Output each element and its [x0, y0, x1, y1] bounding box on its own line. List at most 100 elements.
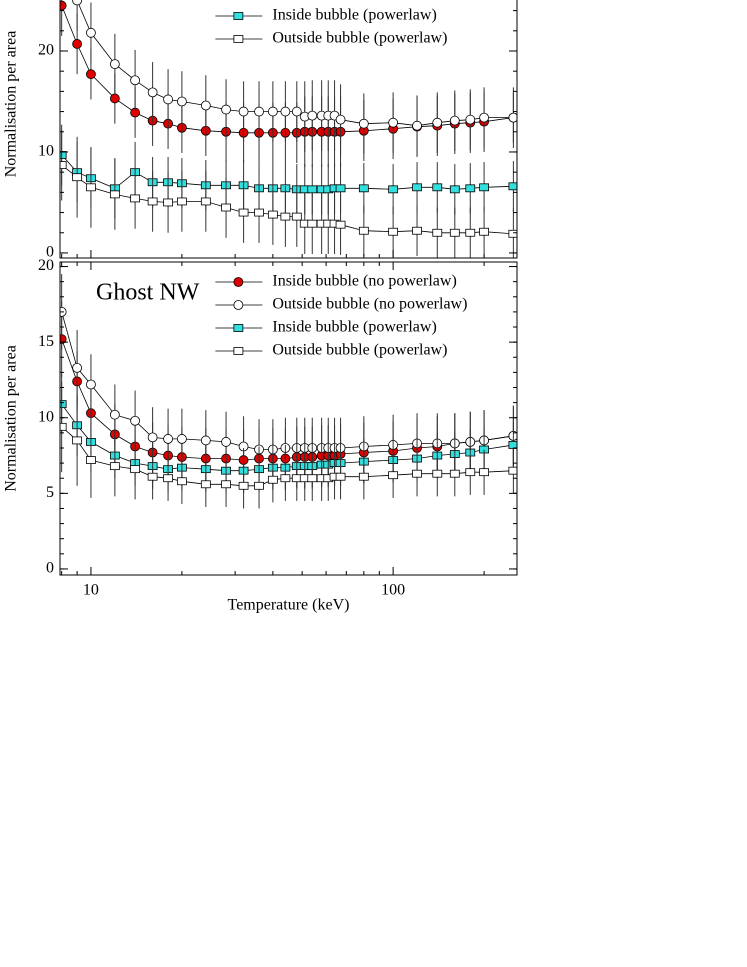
marker	[280, 212, 291, 221]
marker	[388, 117, 399, 128]
marker	[177, 477, 187, 486]
marker	[479, 468, 489, 477]
y-tick-label: 10	[38, 408, 54, 425]
marker	[109, 409, 120, 420]
x-axis-label: Temperature (keV)	[228, 597, 350, 614]
marker	[465, 228, 476, 237]
marker	[238, 208, 249, 217]
x-tick-label: 100	[381, 582, 405, 599]
marker	[147, 472, 158, 481]
series	[60, 124, 517, 219]
marker	[200, 480, 211, 489]
plot-frame	[59, 0, 518, 259]
marker	[221, 437, 231, 447]
marker	[335, 472, 346, 481]
marker	[508, 229, 517, 238]
marker	[72, 173, 83, 182]
marker	[221, 104, 231, 115]
marker	[335, 114, 346, 125]
marker	[335, 184, 346, 193]
y-tick-label: 20	[38, 257, 54, 274]
marker	[147, 432, 158, 443]
x-tick-label: 10	[83, 582, 99, 599]
y-axis-label: Normalisation per area	[3, 31, 20, 178]
marker	[388, 471, 399, 480]
marker	[72, 436, 83, 445]
marker	[432, 117, 443, 128]
marker	[177, 434, 187, 444]
marker	[238, 106, 249, 117]
marker	[130, 415, 140, 426]
marker	[254, 481, 264, 490]
legend-marker	[233, 35, 244, 43]
y-axis-label: Normalisation per area	[3, 345, 20, 492]
marker	[432, 228, 443, 237]
marker	[508, 182, 517, 191]
marker	[432, 183, 443, 192]
marker	[130, 194, 140, 203]
marker	[221, 480, 231, 489]
plot-frame	[59, 261, 518, 576]
marker	[72, 362, 83, 373]
marker	[291, 212, 302, 221]
annotation: Ghost NW	[96, 280, 200, 306]
marker	[388, 227, 399, 236]
marker	[86, 27, 96, 38]
marker	[130, 75, 140, 86]
marker	[432, 469, 443, 478]
marker	[479, 183, 489, 192]
marker	[163, 198, 173, 207]
series-line	[61, 154, 514, 190]
marker	[508, 112, 517, 123]
marker	[465, 114, 476, 125]
legend-marker	[233, 300, 244, 310]
marker	[109, 93, 120, 104]
marker	[60, 422, 67, 431]
marker	[307, 110, 318, 121]
marker	[508, 466, 517, 475]
marker	[254, 106, 264, 117]
marker	[86, 183, 96, 192]
marker	[163, 94, 173, 105]
marker	[449, 469, 460, 478]
marker	[238, 481, 249, 490]
marker	[147, 197, 158, 206]
legend-label: Inside bubble (powerlaw)	[272, 7, 436, 24]
marker	[86, 69, 96, 80]
marker	[358, 226, 369, 235]
marker	[358, 118, 369, 129]
y-tick-label: 0	[46, 244, 54, 261]
y-tick-label: 5	[46, 484, 54, 501]
marker	[479, 227, 489, 236]
y-tick-label: 0	[46, 560, 54, 577]
marker	[109, 190, 120, 199]
marker	[307, 185, 318, 194]
marker	[130, 465, 140, 474]
marker	[200, 100, 211, 111]
legend-label: Outside bubble (powerlaw)	[272, 30, 447, 47]
legend-label: Outside bubble (no powerlaw)	[272, 296, 467, 313]
marker	[449, 185, 460, 194]
legend-marker	[233, 12, 244, 20]
marker	[163, 434, 173, 444]
marker	[200, 435, 211, 446]
marker	[200, 197, 211, 206]
marker	[412, 183, 422, 192]
legend-label: Outside bubble (powerlaw)	[272, 342, 447, 359]
y-tick-label: 10	[38, 143, 54, 160]
y-tick-label: 20	[38, 42, 54, 59]
series	[60, 129, 517, 258]
marker	[358, 184, 369, 193]
legend-label: Inside bubble (powerlaw)	[272, 319, 436, 336]
marker	[109, 462, 120, 471]
marker	[86, 379, 96, 390]
marker	[479, 112, 489, 123]
marker	[72, 39, 83, 49]
series	[61, 0, 517, 157]
series	[60, 0, 517, 168]
marker	[267, 475, 278, 484]
marker	[388, 185, 399, 194]
plot-area	[60, 0, 517, 258]
legend-marker	[233, 324, 244, 332]
